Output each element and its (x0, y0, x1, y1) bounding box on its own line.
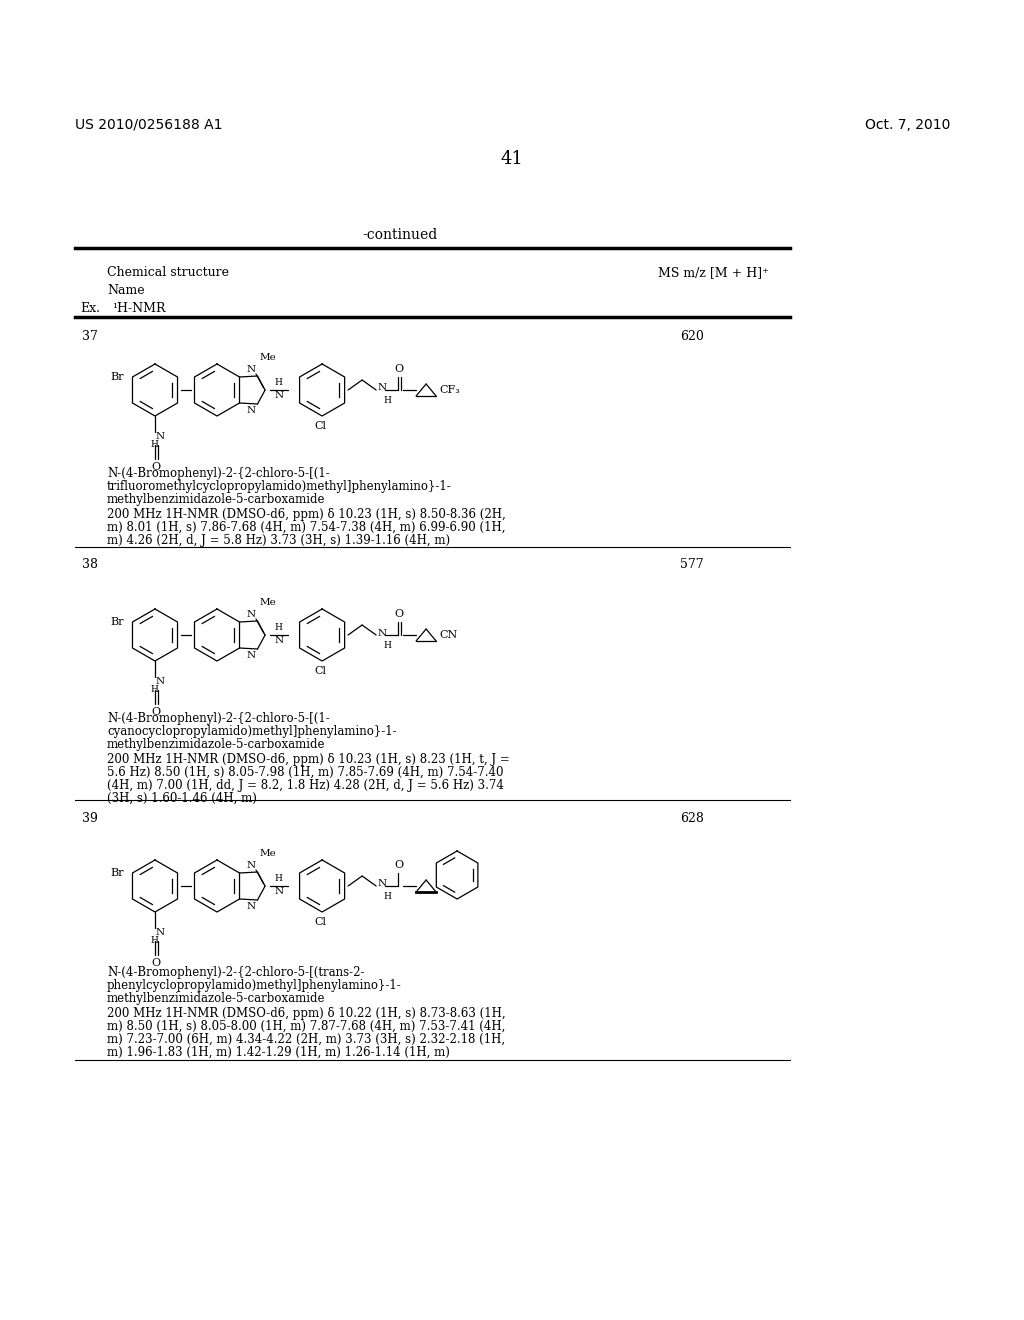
Text: methylbenzimidazole-5-carboxamide: methylbenzimidazole-5-carboxamide (106, 993, 326, 1005)
Text: O: O (394, 861, 403, 870)
Text: N: N (156, 677, 165, 686)
Text: Me: Me (259, 598, 276, 607)
Text: 628: 628 (680, 812, 703, 825)
Text: cyanocyclopropylamido)methyl]phenylamino}-1-: cyanocyclopropylamido)methyl]phenylamino… (106, 725, 396, 738)
Text: Chemical structure: Chemical structure (106, 267, 229, 279)
Text: O: O (394, 609, 403, 619)
Text: Name: Name (106, 284, 144, 297)
Text: 200 MHz 1H-NMR (DMSO-d6, ppm) δ 10.22 (1H, s) 8.73-8.63 (1H,: 200 MHz 1H-NMR (DMSO-d6, ppm) δ 10.22 (1… (106, 1007, 506, 1020)
Text: 41: 41 (501, 150, 523, 168)
Text: N: N (247, 902, 256, 911)
Text: N: N (247, 366, 256, 374)
Text: MS m/z [M + H]⁺: MS m/z [M + H]⁺ (658, 267, 769, 279)
Text: O: O (152, 708, 161, 717)
Text: 577: 577 (680, 558, 703, 572)
Text: m) 7.23-7.00 (6H, m) 4.34-4.22 (2H, m) 3.73 (3H, s) 2.32-2.18 (1H,: m) 7.23-7.00 (6H, m) 4.34-4.22 (2H, m) 3… (106, 1034, 505, 1045)
Text: Cl: Cl (314, 421, 326, 432)
Text: H: H (150, 936, 158, 945)
Text: N: N (274, 391, 284, 400)
Text: H: H (274, 623, 282, 632)
Text: O: O (394, 364, 403, 374)
Text: Br: Br (111, 372, 124, 381)
Text: CN: CN (439, 630, 458, 640)
Text: N: N (247, 651, 256, 660)
Text: 200 MHz 1H-NMR (DMSO-d6, ppm) δ 10.23 (1H, s) 8.23 (1H, t, J =: 200 MHz 1H-NMR (DMSO-d6, ppm) δ 10.23 (1… (106, 752, 510, 766)
Text: N-(4-Bromophenyl)-2-{2-chloro-5-[(trans-2-: N-(4-Bromophenyl)-2-{2-chloro-5-[(trans-… (106, 966, 365, 979)
Text: 38: 38 (82, 558, 98, 572)
Text: H: H (274, 874, 282, 883)
Text: Oct. 7, 2010: Oct. 7, 2010 (864, 117, 950, 132)
Text: H: H (150, 440, 158, 449)
Text: H: H (150, 685, 158, 694)
Text: Me: Me (259, 352, 276, 362)
Text: Br: Br (111, 869, 124, 878)
Text: m) 8.01 (1H, s) 7.86-7.68 (4H, m) 7.54-7.38 (4H, m) 6.99-6.90 (1H,: m) 8.01 (1H, s) 7.86-7.68 (4H, m) 7.54-7… (106, 521, 506, 535)
Text: Br: Br (111, 616, 124, 627)
Text: O: O (152, 462, 161, 473)
Text: 39: 39 (82, 812, 98, 825)
Text: 200 MHz 1H-NMR (DMSO-d6, ppm) δ 10.23 (1H, s) 8.50-8.36 (2H,: 200 MHz 1H-NMR (DMSO-d6, ppm) δ 10.23 (1… (106, 508, 506, 521)
Text: H: H (383, 892, 391, 902)
Text: m) 8.50 (1H, s) 8.05-8.00 (1H, m) 7.87-7.68 (4H, m) 7.53-7.41 (4H,: m) 8.50 (1H, s) 8.05-8.00 (1H, m) 7.87-7… (106, 1020, 506, 1034)
Text: O: O (152, 958, 161, 968)
Text: N: N (247, 861, 256, 870)
Text: N: N (247, 407, 256, 414)
Text: N: N (377, 628, 386, 638)
Text: N: N (377, 879, 386, 888)
Text: 620: 620 (680, 330, 703, 343)
Text: CF₃: CF₃ (439, 385, 460, 395)
Text: N-(4-Bromophenyl)-2-{2-chloro-5-[(1-: N-(4-Bromophenyl)-2-{2-chloro-5-[(1- (106, 467, 330, 480)
Text: Cl: Cl (314, 667, 326, 676)
Text: m) 4.26 (2H, d, J = 5.8 Hz) 3.73 (3H, s) 1.39-1.16 (4H, m): m) 4.26 (2H, d, J = 5.8 Hz) 3.73 (3H, s)… (106, 535, 451, 546)
Text: Ex.: Ex. (80, 302, 100, 315)
Text: ¹H-NMR: ¹H-NMR (112, 302, 166, 315)
Text: (4H, m) 7.00 (1H, dd, J = 8.2, 1.8 Hz) 4.28 (2H, d, J = 5.6 Hz) 3.74: (4H, m) 7.00 (1H, dd, J = 8.2, 1.8 Hz) 4… (106, 779, 504, 792)
Text: N: N (377, 384, 386, 392)
Text: H: H (383, 642, 391, 649)
Text: phenylcyclopropylamido)methyl]phenylamino}-1-: phenylcyclopropylamido)methyl]phenylamin… (106, 979, 401, 993)
Text: H: H (383, 396, 391, 405)
Text: Cl: Cl (314, 917, 326, 927)
Text: Me: Me (259, 849, 276, 858)
Text: methylbenzimidazole-5-carboxamide: methylbenzimidazole-5-carboxamide (106, 492, 326, 506)
Text: (3H, s) 1.60-1.46 (4H, m): (3H, s) 1.60-1.46 (4H, m) (106, 792, 257, 805)
Text: N: N (274, 636, 284, 645)
Text: H: H (274, 378, 282, 387)
Text: 5.6 Hz) 8.50 (1H, s) 8.05-7.98 (1H, m) 7.85-7.69 (4H, m) 7.54-7.40: 5.6 Hz) 8.50 (1H, s) 8.05-7.98 (1H, m) 7… (106, 766, 504, 779)
Text: N: N (156, 928, 165, 937)
Text: 37: 37 (82, 330, 98, 343)
Text: N-(4-Bromophenyl)-2-{2-chloro-5-[(1-: N-(4-Bromophenyl)-2-{2-chloro-5-[(1- (106, 711, 330, 725)
Text: N: N (274, 887, 284, 896)
Text: N: N (156, 432, 165, 441)
Text: m) 1.96-1.83 (1H, m) 1.42-1.29 (1H, m) 1.26-1.14 (1H, m): m) 1.96-1.83 (1H, m) 1.42-1.29 (1H, m) 1… (106, 1045, 450, 1059)
Text: trifluoromethylcyclopropylamido)methyl]phenylamino}-1-: trifluoromethylcyclopropylamido)methyl]p… (106, 480, 452, 492)
Text: N: N (247, 610, 256, 619)
Text: -continued: -continued (362, 228, 437, 242)
Text: methylbenzimidazole-5-carboxamide: methylbenzimidazole-5-carboxamide (106, 738, 326, 751)
Text: US 2010/0256188 A1: US 2010/0256188 A1 (75, 117, 222, 132)
